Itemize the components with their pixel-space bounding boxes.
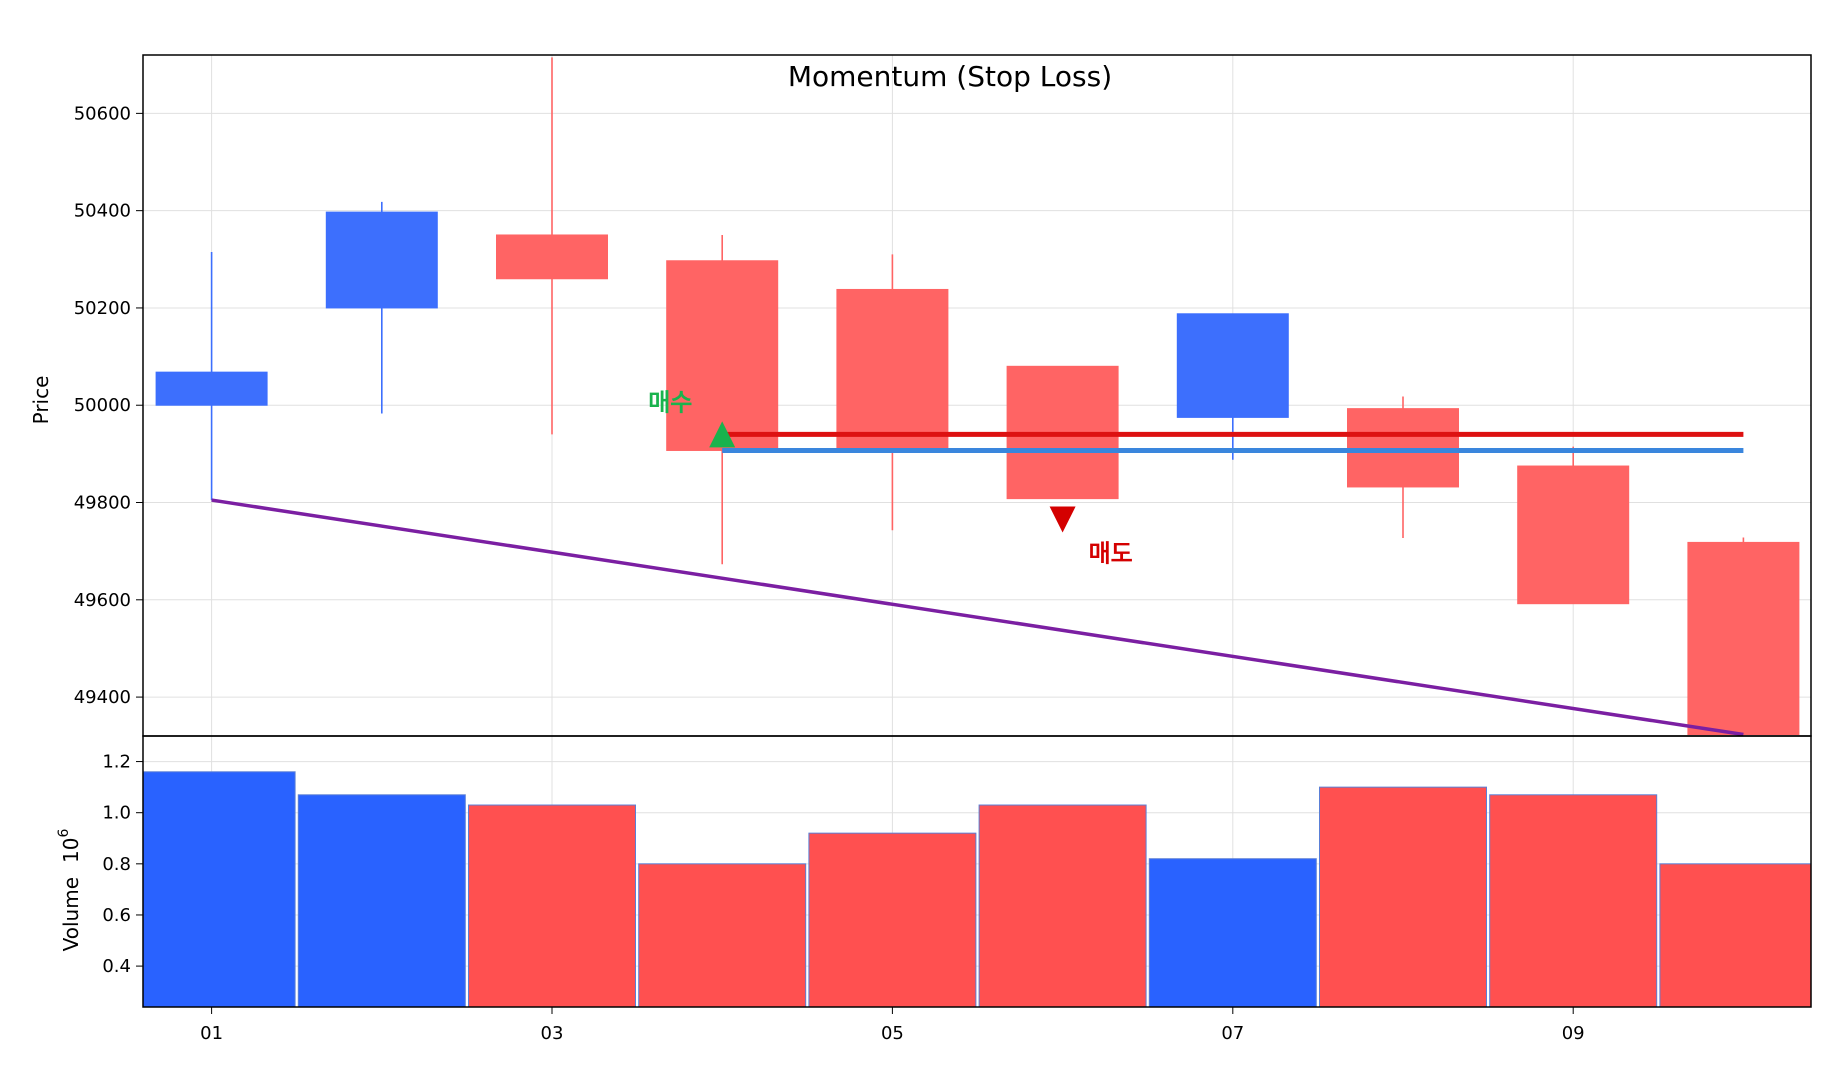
candle-body	[836, 288, 949, 450]
price-tick-label: 49800	[74, 493, 131, 514]
candle	[496, 57, 608, 435]
price-tick-label: 50400	[74, 201, 131, 222]
buy-marker	[709, 421, 736, 448]
volume-bar	[1489, 794, 1658, 1008]
volume-tick-label: 0.8	[102, 854, 131, 875]
chart-title: Momentum (Stop Loss)	[788, 60, 1112, 93]
candle-body	[155, 371, 268, 406]
volume-bar	[808, 832, 977, 1008]
candle	[1687, 537, 1800, 736]
candle	[155, 252, 268, 501]
volume-tick-label: 0.6	[102, 905, 131, 926]
price-grid	[143, 55, 1811, 736]
volume-bar	[297, 794, 466, 1008]
candle	[836, 254, 949, 531]
price-tick-label: 50200	[74, 298, 131, 319]
volume-bar	[1148, 858, 1317, 1008]
volume-plot	[142, 771, 1812, 1008]
candle	[1347, 396, 1459, 539]
x-tick-label: 09	[1562, 1023, 1585, 1044]
price-tick-label: 50600	[74, 103, 131, 124]
price-tick-label: 49400	[74, 687, 131, 708]
candle-body	[1687, 541, 1800, 736]
volume-tick-label: 1.0	[102, 803, 131, 824]
price-tick-label: 49600	[74, 590, 131, 611]
price-axes-frame	[142, 54, 1812, 737]
volume-bar	[638, 863, 807, 1008]
candle-body	[496, 234, 608, 280]
volume-bar	[1319, 786, 1487, 1008]
candle	[1517, 446, 1630, 605]
candle-body	[325, 211, 438, 309]
x-tick-label: 03	[541, 1023, 564, 1044]
candle-body	[1517, 465, 1630, 605]
candle	[1176, 313, 1289, 460]
sell-label: 매도	[1089, 540, 1133, 568]
price-tick-label: 50000	[74, 395, 131, 416]
volume-bar	[978, 804, 1147, 1008]
volume-bar	[1659, 863, 1812, 1008]
x-tick-label: 01	[200, 1023, 223, 1044]
buy-label: 매수	[648, 388, 692, 416]
x-tick-label: 07	[1221, 1023, 1244, 1044]
ticks: 01 03 05 07 09 49400 49600 49800 50000 50200 50400…	[74, 103, 1585, 1044]
volume-axes-frame	[142, 735, 1812, 1008]
volume-bar	[142, 771, 296, 1008]
axes-frames	[142, 54, 1812, 1008]
candle-body	[1347, 408, 1459, 488]
price-axis-label: Price	[29, 376, 53, 425]
candle	[325, 201, 438, 414]
volume-tick-label: 1.2	[102, 752, 131, 773]
volume-axis-label: Volume106	[56, 829, 83, 952]
sell-marker	[1049, 506, 1076, 533]
indicator-line	[211, 498, 1744, 737]
volume-bar	[468, 804, 636, 1008]
volume-tick-label: 0.4	[102, 956, 131, 977]
candle-body	[1176, 313, 1289, 418]
x-tick-label: 05	[881, 1023, 904, 1044]
